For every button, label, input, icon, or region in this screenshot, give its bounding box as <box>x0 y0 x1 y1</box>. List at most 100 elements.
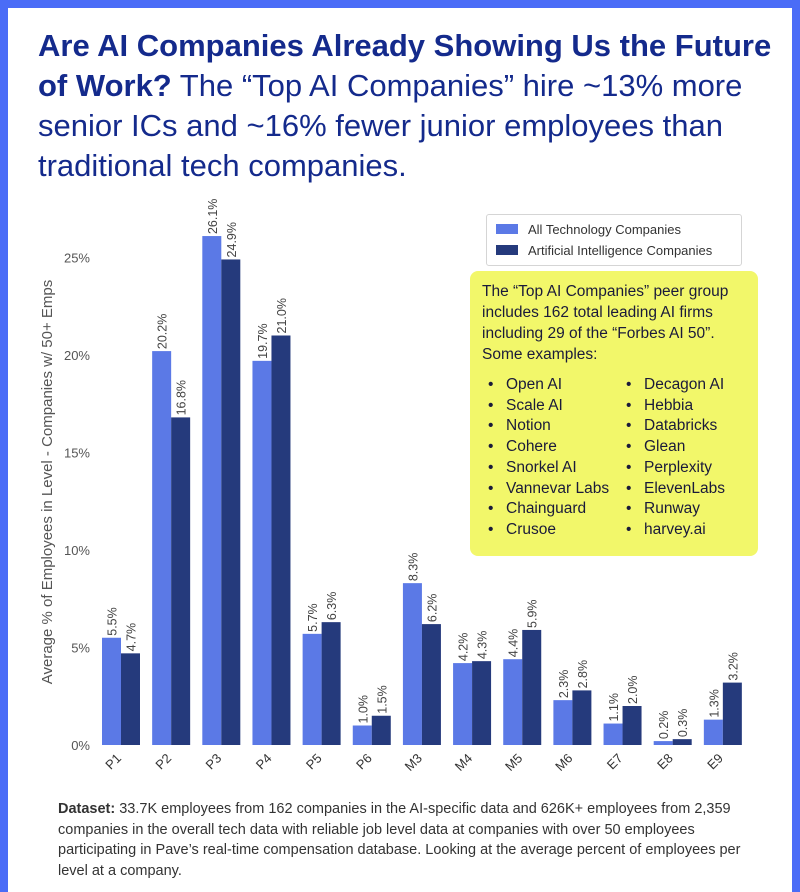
bar-value-label: 3.2% <box>726 652 740 681</box>
list-item: Glean <box>626 437 725 458</box>
list-item: Vannevar Labs <box>488 479 609 500</box>
list-item: Perplexity <box>626 458 725 479</box>
x-tick-label: P5 <box>303 751 325 773</box>
bar-value-label: 19.7% <box>256 323 270 358</box>
legend: All Technology Companies Artificial Inte… <box>486 214 742 266</box>
examples-list-right: Decagon AI Hebbia Databricks Glean Perpl… <box>626 375 725 541</box>
headline-rest: The “Top AI Companies” hire ~13% more se… <box>38 68 743 183</box>
bar-ai <box>672 739 692 745</box>
list-item: Snorkel AI <box>488 458 609 479</box>
x-tick-label: E9 <box>704 751 726 773</box>
x-tick-label: M5 <box>502 751 525 774</box>
footnote-label: Dataset: <box>58 801 116 817</box>
list-item: Notion <box>488 416 609 437</box>
x-tick-label: P1 <box>102 751 124 773</box>
bar-all-tech <box>352 725 372 745</box>
bar-ai <box>171 417 191 745</box>
bar-value-label: 8.3% <box>406 553 420 582</box>
bar-ai <box>371 715 391 745</box>
y-tick-label: 5% <box>71 641 90 656</box>
bar-all-tech <box>703 719 723 745</box>
legend-label-all-tech: All Technology Companies <box>528 221 681 237</box>
legend-swatch-all-tech <box>496 224 518 234</box>
bar-value-label: 24.9% <box>225 222 239 257</box>
list-item: Cohere <box>488 437 609 458</box>
bar-ai <box>321 622 341 745</box>
y-tick-label: 25% <box>64 251 90 266</box>
bar-all-tech <box>252 360 272 745</box>
bar-value-label: 1.0% <box>356 695 370 724</box>
x-tick-label: E8 <box>654 751 676 773</box>
list-item: Crusoe <box>488 520 609 541</box>
x-tick-label: P3 <box>203 751 225 773</box>
bar-all-tech <box>302 633 322 745</box>
list-item: harvey.ai <box>626 520 725 541</box>
card: Are AI Companies Already Showing Us the … <box>8 8 792 892</box>
legend-label-ai: Artificial Intelligence Companies <box>528 242 713 258</box>
examples-callout: The “Top AI Companies” peer group includ… <box>470 271 758 556</box>
footnote-text: 33.7K employees from 162 companies in th… <box>58 801 741 879</box>
callout-intro: The “Top AI Companies” peer group includ… <box>482 283 729 363</box>
bar-ai <box>522 629 542 745</box>
bar-all-tech <box>603 723 623 745</box>
bar-value-label: 20.2% <box>156 314 170 349</box>
bar-value-label: 1.3% <box>707 689 721 718</box>
bar-value-label: 2.0% <box>626 676 640 705</box>
headline-bold: Are AI Companies Already Showing Us the … <box>38 28 772 103</box>
bar-value-label: 4.3% <box>476 631 490 660</box>
bar-value-label: 2.8% <box>576 660 590 689</box>
bar-all-tech <box>453 663 473 745</box>
bar-value-label: 4.4% <box>507 629 521 658</box>
list-item: Hebbia <box>626 396 725 417</box>
list-item: Databricks <box>626 416 725 437</box>
bar-all-tech <box>202 236 222 746</box>
bar-ai <box>121 653 140 745</box>
x-tick-label: M3 <box>402 751 425 774</box>
bar-value-label: 16.8% <box>175 380 189 415</box>
bar-value-label: 5.7% <box>306 603 320 632</box>
dataset-footnote: Dataset: 33.7K employees from 162 compan… <box>58 799 758 881</box>
bar-value-label: 0.2% <box>657 711 671 740</box>
x-tick-label: M6 <box>552 751 575 774</box>
bar-all-tech <box>102 637 121 745</box>
list-item: Chainguard <box>488 499 609 520</box>
list-item: Decagon AI <box>626 375 725 396</box>
bar-value-label: 2.3% <box>557 670 571 699</box>
y-tick-label: 20% <box>64 348 90 363</box>
bar-all-tech <box>152 351 172 745</box>
y-axis-label: Average % of Employees in Level - Compan… <box>39 280 56 685</box>
list-item: Open AI <box>488 375 609 396</box>
bar-ai <box>221 259 241 745</box>
x-tick-label: M4 <box>452 751 475 774</box>
bar-all-tech <box>653 741 673 745</box>
bar-value-label: 26.1% <box>206 199 220 234</box>
bar-value-label: 6.3% <box>325 592 339 621</box>
list-item: Scale AI <box>488 396 609 417</box>
bar-value-label: 1.5% <box>375 685 389 714</box>
bar-ai <box>421 624 441 745</box>
bar-ai <box>572 690 592 745</box>
bar-value-label: 1.1% <box>607 693 621 722</box>
bar-value-label: 6.2% <box>425 594 439 623</box>
legend-swatch-ai <box>496 245 518 255</box>
y-tick-label: 15% <box>64 446 90 461</box>
examples-list-left: Open AI Scale AI Notion Cohere Snorkel A… <box>488 375 609 541</box>
bar-value-label: 21.0% <box>275 298 289 333</box>
bar-ai <box>622 706 642 745</box>
legend-item-all-tech: All Technology Companies <box>496 219 681 239</box>
list-item: Runway <box>626 499 725 520</box>
x-tick-label: P4 <box>253 751 275 773</box>
bar-value-label: 5.9% <box>526 599 540 628</box>
bar-ai <box>722 682 742 745</box>
bar-value-label: 4.2% <box>457 633 471 662</box>
bar-all-tech <box>503 659 523 745</box>
bar-value-label: 4.7% <box>125 623 139 652</box>
legend-item-ai: Artificial Intelligence Companies <box>496 240 712 260</box>
x-tick-label: P2 <box>152 751 174 773</box>
bar-value-label: 0.3% <box>676 709 690 738</box>
bar-ai <box>271 335 291 745</box>
list-item: ElevenLabs <box>626 479 725 500</box>
x-tick-label: P6 <box>353 751 375 773</box>
bar-all-tech <box>402 583 422 745</box>
bar-value-label: 5.5% <box>106 607 120 636</box>
